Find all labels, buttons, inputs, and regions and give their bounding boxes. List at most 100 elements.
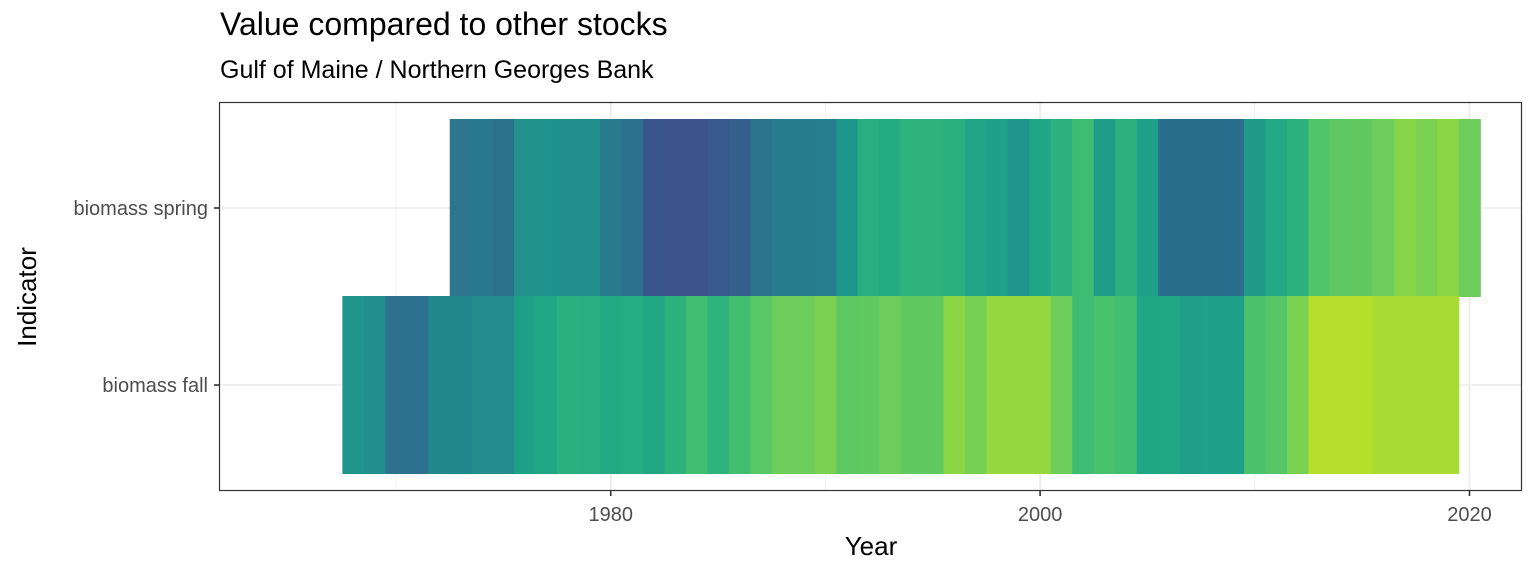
heatmap-cell: [900, 119, 923, 297]
heatmap-cell: [385, 296, 408, 474]
heatmap-cell: [1222, 296, 1245, 474]
heatmap-cell: [449, 296, 472, 474]
heatmap-cell: [836, 296, 859, 474]
heatmap-cell: [1394, 119, 1417, 297]
heatmap-cell: [1415, 296, 1438, 474]
x-tick-label: 2000: [1018, 504, 1063, 526]
heatmap-cell: [836, 119, 859, 297]
heatmap-cell: [1394, 296, 1417, 474]
heatmap-cell: [599, 296, 623, 474]
heatmap-cell: [814, 119, 837, 297]
heatmap-cell: [707, 296, 730, 474]
heatmap-cell: [1244, 296, 1267, 474]
heatmap-cell: [1244, 119, 1267, 297]
heatmap-cell: [642, 119, 666, 297]
heatmap-cell: [1072, 119, 1095, 297]
heatmap-cell: [1050, 296, 1073, 474]
heatmap-cell: [1415, 119, 1438, 297]
y-tick-label: biomass spring: [73, 198, 208, 220]
y-axis: biomass spring biomass fall: [73, 198, 220, 397]
heatmap-cell: [1093, 296, 1116, 474]
heatmap-cell: [943, 119, 966, 297]
heatmap-cell: [428, 296, 451, 474]
heatmap-cell: [1007, 296, 1030, 474]
heatmap-cell: [1437, 119, 1460, 297]
heatmap-cells: [342, 119, 1481, 474]
heatmap-cell: [707, 119, 730, 297]
heatmap-cell: [514, 119, 537, 297]
heatmap-cell: [1136, 119, 1159, 297]
heatmap-cell: [1179, 119, 1202, 297]
heatmap-cell: [814, 296, 837, 474]
x-tick-label: 1980: [588, 504, 633, 526]
heatmap-cell: [1093, 119, 1116, 297]
heatmap-cell: [1158, 296, 1181, 474]
heatmap-cell: [1158, 119, 1181, 297]
heatmap-cell: [1308, 119, 1331, 297]
heatmap-cell: [1458, 119, 1481, 297]
heatmap-cell: [685, 119, 708, 297]
heatmap-cell: [1351, 296, 1374, 474]
heatmap-cell: [879, 119, 902, 297]
heatmap-cell: [728, 119, 751, 297]
heatmap-cell: [1372, 119, 1395, 297]
heatmap-cell: [1265, 296, 1288, 474]
heatmap-cell: [793, 119, 816, 297]
heatmap-cell: [857, 296, 880, 474]
heatmap-cell: [1201, 296, 1224, 474]
heatmap-cell: [1115, 119, 1138, 297]
heatmap-cell: [363, 296, 386, 474]
heatmap-cell: [750, 296, 773, 474]
heatmap-cell: [922, 119, 945, 297]
heatmap-cell: [1179, 296, 1202, 474]
x-tick-label: 2020: [1447, 504, 1492, 526]
heatmap-cell: [1329, 119, 1352, 297]
heatmap-cell: [599, 119, 623, 297]
heatmap-cell: [922, 296, 945, 474]
heatmap-cell: [1329, 296, 1352, 474]
chart-subtitle: Gulf of Maine / Northern Georges Bank: [220, 56, 654, 84]
heatmap-cell: [1050, 119, 1073, 297]
heatmap-cell: [621, 296, 644, 474]
heatmap-cell: [793, 296, 816, 474]
heatmap-cell: [557, 119, 580, 297]
heatmap-cell: [771, 296, 794, 474]
heatmap-cell: [685, 296, 708, 474]
x-axis: 1980 2000 2020: [588, 490, 1492, 526]
heatmap-cell: [750, 119, 773, 297]
x-axis-title: Year: [845, 531, 898, 561]
heatmap-cell: [857, 119, 880, 297]
heatmap-cell: [342, 296, 365, 474]
y-tick-label: biomass fall: [102, 375, 208, 397]
heatmap-cell: [728, 296, 751, 474]
heatmap-cell: [943, 296, 966, 474]
heatmap-cell: [1286, 296, 1310, 474]
heatmap-cell: [1437, 296, 1460, 474]
heatmap-cell: [664, 119, 687, 297]
heatmap-cell: [642, 296, 666, 474]
heatmap-cell: [964, 119, 988, 297]
chart-title: Value compared to other stocks: [220, 6, 668, 42]
heatmap-cell: [1201, 119, 1224, 297]
heatmap-cell: [1029, 119, 1052, 297]
heatmap-cell: [557, 296, 580, 474]
heatmap-cell: [578, 119, 601, 297]
heatmap-cell: [535, 296, 558, 474]
heatmap-cell: [1372, 296, 1395, 474]
heatmap-cell: [578, 296, 601, 474]
heatmap-cell: [964, 296, 988, 474]
heatmap-cell: [449, 119, 472, 297]
heatmap-cell: [1265, 119, 1288, 297]
heatmap-cell: [664, 296, 687, 474]
heatmap-cell: [1007, 119, 1030, 297]
y-axis-title: Indicator: [12, 247, 42, 347]
heatmap-cell: [1136, 296, 1159, 474]
heatmap-cell: [1351, 119, 1374, 297]
heatmap-cell: [492, 119, 515, 297]
heatmap-cell: [1308, 296, 1331, 474]
heatmap-cell: [406, 296, 429, 474]
heatmap-cell: [1286, 119, 1310, 297]
heatmap-cell: [1115, 296, 1138, 474]
heatmap-cell: [535, 119, 558, 297]
